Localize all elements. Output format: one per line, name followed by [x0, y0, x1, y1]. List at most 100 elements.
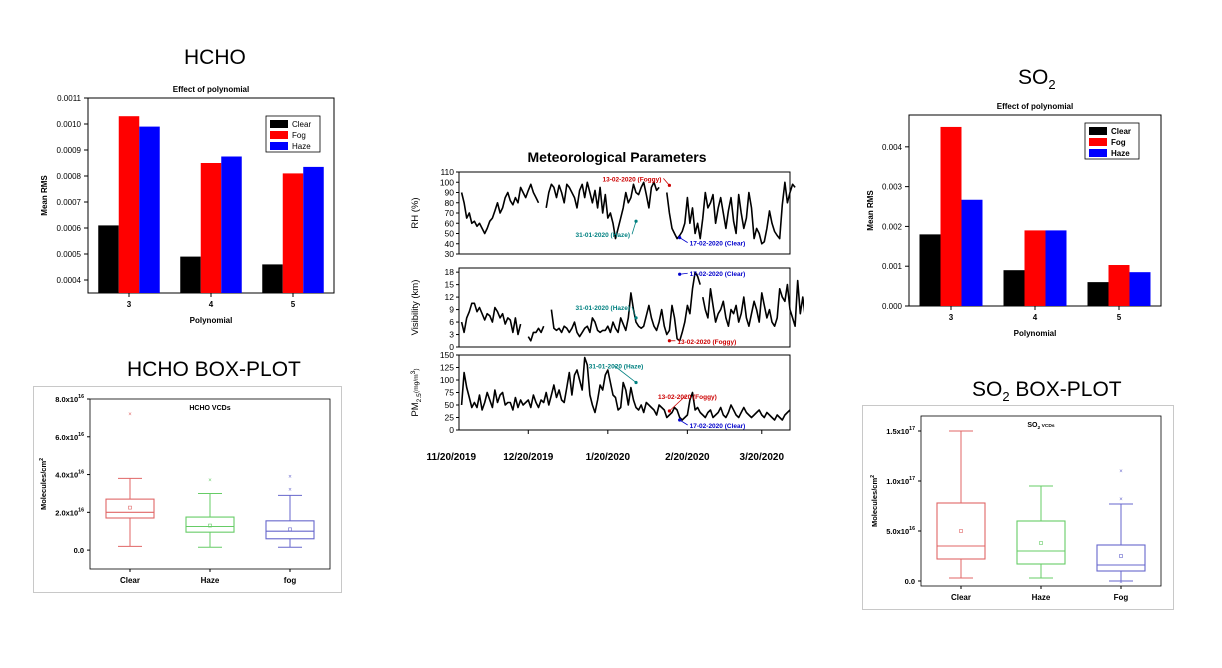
so2_bar-ytick-label: 0.002	[882, 222, 903, 231]
so2-bar-chart-svg: Effect of polynomial 0.000 0.001 0.002 0.003…	[866, 102, 1162, 338]
met-panel-2-ytick-label: 75	[445, 388, 455, 398]
hcho_boxplot-chart-title: HCHO VCDs	[189, 405, 230, 412]
met-panel-2-ytick-label: 0	[449, 425, 454, 435]
hcho_bar-legend-swatch-clear	[270, 120, 288, 128]
met-panel-2-ytick-label: 150	[440, 350, 454, 360]
hcho_bar-legend-label-fog: Fog	[292, 131, 306, 140]
so2_bar-legend: Clear Fog Haze	[1084, 122, 1140, 160]
so2-boxplot: SO2 VCDs 0.0 5.0x1016 1.0x1017 1.5x1017 Molec…	[862, 405, 1174, 610]
met-panel-1-annotation-head-0	[678, 272, 682, 276]
met-panel-1-annotation-label-1: 31-01-2020 (Haze)	[575, 305, 630, 312]
hcho_boxplot-outlier-fog-1: ×	[288, 474, 292, 480]
so2_bar-bar-haze-5	[1129, 272, 1151, 306]
so2_boxplot-ytick-label-part-1: 17	[909, 426, 915, 432]
so2_boxplot-ytick-label-part-1: 16	[909, 526, 915, 532]
so2_bar-bar-haze-3	[961, 199, 983, 306]
met-xtick-label: 2/20/2020	[665, 452, 710, 463]
so2_boxplot-ytick-label: 5.0x1016	[886, 526, 915, 536]
met-panel-1-ylabel: Visibility (km)	[410, 280, 421, 336]
hcho_bar-bar-haze-3	[139, 126, 160, 293]
so2_bar-legend-label-fog: Fog	[1111, 138, 1126, 147]
hcho_boxplot-mean-Haze	[208, 523, 212, 528]
so2_boxplot-xtick-label: Haze	[1032, 593, 1051, 602]
met-panel-2-annotation-head-0	[634, 380, 638, 385]
met-title: Meteorological Parameters	[528, 149, 707, 165]
met-xtick-label: 12/20/2019	[503, 452, 553, 463]
met-panel-1-series-segment-0	[460, 302, 522, 336]
met-panel-2-ylabel-part-1: 2.5	[416, 393, 423, 403]
so2_bar-ylabel: Mean RMS	[866, 190, 875, 231]
hcho_boxplot-ytick-label: 6.0x1016	[55, 432, 84, 442]
hcho_boxplot-ytick-label-part-1: 16	[78, 432, 84, 438]
so2_boxplot-box-Fog	[1096, 544, 1146, 572]
so2_boxplot-mean-Haze	[1039, 541, 1043, 545]
hcho-title-text: HCHO	[184, 46, 246, 69]
met-panel-0-series-segment-0	[460, 183, 540, 235]
hcho_bar-bar-fog-4	[200, 163, 222, 293]
met-panel-1-annotation-label-2: 13-02-2020 (Foggy)	[677, 339, 736, 346]
met-panel-1-ytick-label: 6	[449, 317, 454, 327]
so2_bar-bar-fog-3	[940, 126, 962, 306]
so2_bar-ytick-label: 0.001	[882, 262, 903, 271]
so2_bar-legend-swatch-haze	[1089, 149, 1107, 157]
so2-box-title-sub: 2	[1002, 389, 1010, 405]
hcho_boxplot-ytick-label-part-1: 16	[78, 470, 84, 476]
hcho_boxplot-ytick-label: 2.0x1016	[55, 507, 84, 517]
hcho_boxplot-ylabel-part-0: Molecules/cm	[39, 461, 48, 511]
so2_bar-legend-label-haze: Haze	[1111, 149, 1130, 158]
so2-bar-chart: Effect of polynomial 0.000 0.001 0.002 0.003…	[860, 94, 1172, 344]
hcho_bar-legend-swatch-fog	[270, 131, 288, 139]
hcho_boxplot-xtick-label: fog	[284, 576, 297, 585]
met-panel-0-ylabel: RH (%)	[410, 197, 421, 228]
so2-box-title: SO2 BOX-PLOT	[972, 378, 1122, 404]
met-panel-2-ylabel: PM2.5(mg/m3)	[410, 368, 423, 416]
met-panel-0-annotation-label-0: 13-02-2020 (Foggy)	[603, 176, 662, 183]
met-xtick-label: 1/20/2020	[586, 452, 631, 463]
hcho-boxplot-svg: HCHO VCDs0.02.0x10164.0x10166.0x10168.0x…	[39, 394, 331, 585]
met-panel-0-ytick-label: 60	[445, 218, 455, 228]
so2_boxplot-box-Haze	[1016, 520, 1066, 565]
hcho-bar-chart: Effect of polynomial 0.0004 0.0005 0.0006 0.…	[33, 78, 343, 340]
hcho_boxplot-ytick-label-part-0: 0.0	[74, 546, 84, 555]
met-panel-1-annotation-arrow-1	[631, 306, 637, 319]
met-params-chart: Meteorological Parameters 30 40 50 60 70 80 90 1…	[404, 142, 827, 472]
so2_boxplot-xtick-label: Fog	[1114, 593, 1129, 602]
so2_boxplot-ytick-label-part-0: 1.5x10	[886, 427, 909, 436]
hcho_boxplot-box-Haze	[185, 516, 235, 533]
so2_bar-bar-clear-4	[1003, 270, 1025, 306]
so2-title-text: SO	[1018, 66, 1049, 89]
so2-title: SO2	[1018, 66, 1056, 92]
hcho_boxplot-ytick-label: 4.0x1016	[55, 470, 84, 480]
met-panel-1-series-segment-1	[527, 325, 545, 342]
hcho_bar-chart-title: Effect of polynomial	[173, 85, 249, 94]
hcho_boxplot-ylabel: Molecules/cm2	[39, 458, 48, 510]
hcho_bar-ytick-label: 0.0009	[57, 146, 82, 155]
hcho_bar-bar-haze-5	[303, 166, 324, 293]
so2_bar-xlabel: Polynomial	[1014, 329, 1057, 338]
hcho-box-title-text: HCHO BOX-PLOT	[127, 358, 301, 381]
met-panel-2-ytick-label: 125	[440, 363, 454, 373]
met-panel-0-annotation-label-1: 31-01-2020 (Haze)	[575, 232, 630, 239]
met-panel-1-ytick-label: 0	[449, 342, 454, 352]
met-panel-0-ytick-label: 40	[445, 239, 455, 249]
met-panel-0-series-segment-1	[545, 181, 660, 240]
met-panel-2-annotation-label-2: 17-02-2020 (Clear)	[690, 423, 746, 430]
met-panel-1-series-segment-3	[702, 275, 827, 329]
met-panel-2-ylabel-part-2: (mg/m	[413, 374, 420, 393]
hcho_boxplot-mean-Clear	[128, 505, 132, 510]
hcho-bar-chart-svg: Effect of polynomial 0.0004 0.0005 0.0006 0.…	[40, 85, 335, 325]
so2_bar-bar-fog-4	[1024, 230, 1046, 306]
hcho_boxplot-ytick-label-part-1: 16	[78, 394, 84, 400]
so2_boxplot-chart-title-part-0: SO	[1027, 422, 1038, 429]
so2_boxplot-outlier-Fog-1: ×	[1119, 469, 1123, 475]
hcho_boxplot-xtick-label: Clear	[120, 576, 140, 585]
met-panel-2-ylabel-part-4: )	[413, 368, 420, 370]
hcho_bar-ytick-label: 0.0006	[57, 224, 82, 233]
so2_bar-bar-clear-3	[919, 234, 941, 306]
so2_boxplot-outlier-Fog-2: ×	[1119, 580, 1123, 586]
met-panel-1-annotation-head-1	[634, 316, 638, 320]
hcho_bar-xlabel: Polynomial	[190, 316, 233, 325]
met-panel-2-annotation-head-2	[678, 418, 682, 422]
hcho_bar-ytick-label: 0.0011	[57, 94, 81, 103]
so2_boxplot-ylabel: Molecules/cm2	[870, 475, 879, 527]
